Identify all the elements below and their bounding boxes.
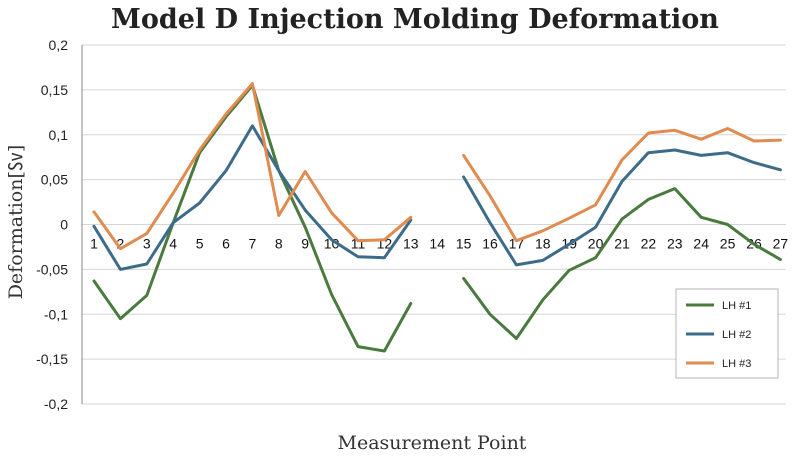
x-tick-label: 22: [641, 236, 657, 252]
x-tick-label: 21: [614, 236, 630, 252]
x-tick-label: 16: [482, 236, 498, 252]
y-tick-label: -0,1: [44, 306, 68, 322]
y-axis: 0,2 0,15 0,1 0,05 0 -0,05 -0,1 -0,15 -0,2: [36, 37, 83, 412]
legend: LH #1 LH #2 LH #3: [675, 288, 779, 379]
y-tick-label: -0,15: [36, 351, 68, 367]
chart-title: Model D Injection Molding Deformation: [111, 4, 719, 35]
x-tick-label: 3: [143, 236, 151, 252]
y-tick-label: 0,05: [41, 172, 68, 188]
x-tick-label: 2: [117, 236, 125, 252]
x-tick-label: 9: [301, 236, 309, 252]
series-line-lh-3: [92, 82, 413, 251]
x-axis: 1 2 3 4 5 6 7 8 9 10 11 12 13 14 15 16 17 18 19 20 21 22 23 24 2…: [90, 236, 788, 252]
series-line-lh-1: [462, 187, 782, 340]
y-tick-label: 0,2: [49, 37, 69, 53]
y-tick-label: 0: [60, 217, 68, 233]
x-tick-label: 8: [275, 236, 283, 252]
series-line-lh-2: [92, 124, 413, 271]
x-tick-label: 18: [535, 236, 551, 252]
x-tick-label: 14: [429, 236, 445, 252]
series-line-lh-2: [462, 148, 782, 267]
x-tick-label: 25: [720, 236, 736, 252]
x-tick-label: 10: [324, 236, 340, 252]
x-tick-label: 4: [169, 236, 177, 252]
x-axis-title: Measurement Point: [338, 432, 527, 454]
y-axis-title: Deformation[㏜]: [5, 145, 27, 300]
legend-label-lh-2: LH #2: [722, 329, 751, 341]
gridlines: [82, 44, 786, 405]
x-tick-label: 23: [667, 236, 683, 252]
y-tick-label: -0,2: [44, 396, 68, 412]
x-tick-label: 15: [456, 236, 472, 252]
x-tick-label: 6: [222, 236, 230, 252]
y-tick-label: 0,15: [41, 82, 68, 98]
y-tick-label: -0,05: [36, 261, 68, 277]
x-tick-label: 20: [588, 236, 604, 252]
x-tick-label: 27: [773, 236, 789, 252]
x-tick-label: 11: [351, 236, 366, 252]
series-line-lh-3: [462, 127, 782, 243]
legend-label-lh-3: LH #3: [722, 358, 751, 370]
y-tick-label: 0,1: [49, 127, 69, 143]
x-tick-label: 7: [249, 236, 257, 252]
series-lines: [92, 82, 782, 353]
x-tick-label: 1: [90, 236, 98, 252]
x-tick-label: 24: [693, 236, 709, 252]
x-tick-label: 13: [403, 236, 419, 252]
x-tick-label: 5: [196, 236, 204, 252]
legend-label-lh-1: LH #1: [722, 300, 751, 312]
